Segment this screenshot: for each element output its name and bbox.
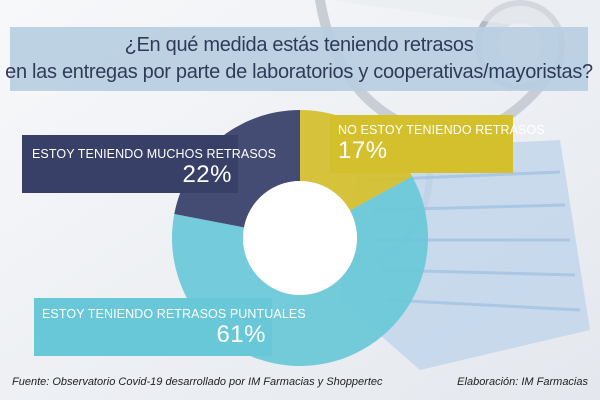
label-no-retrasos-value: 17% — [338, 137, 388, 164]
footer-source: Fuente: Observatorio Covid-19 desarrolla… — [12, 376, 383, 388]
label-retrasos-puntuales: ESTOY TENIENDO RETRASOS PUNTUALES 61% — [34, 298, 306, 356]
label-retrasos-puntuales-category: ESTOY TENIENDO RETRASOS PUNTUALES — [42, 307, 306, 321]
label-no-retrasos: NO ESTOY TENIENDO RETRASOS 17% — [330, 115, 545, 173]
label-muchos-retrasos: ESTOY TENIENDO MUCHOS RETRASOS 22% — [22, 135, 277, 193]
chart-title-line-1: ¿En qué medida estás teniendo retrasos — [124, 34, 474, 56]
donut-hole — [243, 181, 357, 295]
label-muchos-retrasos-value: 22% — [182, 161, 232, 188]
footer-credit: Elaboración: IM Farmacias — [457, 376, 588, 388]
label-retrasos-puntuales-value: 61% — [216, 321, 266, 348]
chart-title-line-2: en las entregas por parte de laboratorio… — [5, 61, 593, 83]
label-muchos-retrasos-category: ESTOY TENIENDO MUCHOS RETRASOS — [32, 147, 277, 161]
label-no-retrasos-category: NO ESTOY TENIENDO RETRASOS — [338, 123, 545, 137]
chart-title-box: ¿En qué medida estás teniendo retrasos e… — [5, 27, 593, 91]
